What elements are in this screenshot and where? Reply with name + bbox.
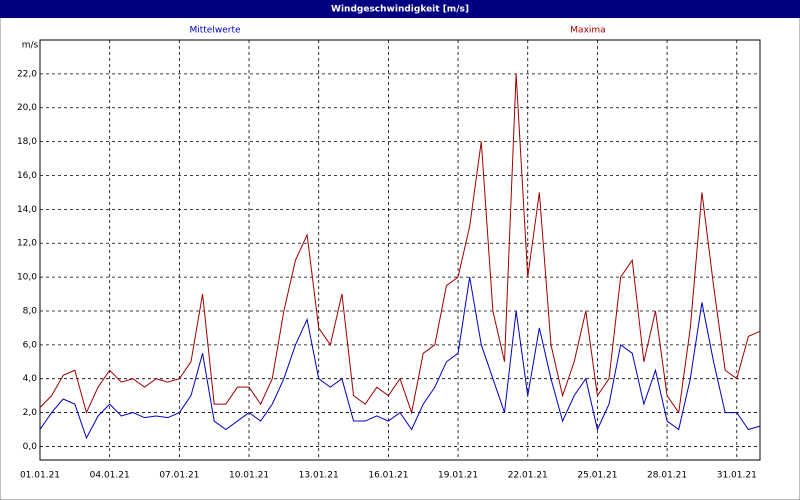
legend-label: Mittelwerte	[189, 26, 240, 36]
x-tick-label: 19.01.21	[438, 471, 478, 481]
y-tick-label: 6,0	[23, 340, 38, 350]
x-tick-label: 10.01.21	[229, 471, 269, 481]
y-tick-label: 14,0	[17, 205, 37, 215]
chart-title: Windgeschwindigkeit [m/s]	[331, 5, 469, 15]
x-tick-label: 04.01.21	[90, 471, 130, 481]
x-tick-label: 22.01.21	[508, 471, 548, 481]
y-tick-label: 18,0	[17, 137, 37, 147]
y-tick-label: 2,0	[23, 408, 38, 418]
x-tick-label: 07.01.21	[159, 471, 199, 481]
y-tick-label: 12,0	[17, 239, 37, 249]
y-tick-label: 4,0	[23, 374, 38, 384]
data-line	[39, 73, 761, 415]
y-tick-label: 10,0	[17, 273, 37, 283]
y-tick-label: 16,0	[17, 171, 37, 181]
y-tick-label: 20,0	[17, 103, 37, 113]
y-tick-label: 8,0	[23, 306, 38, 316]
y-tick-label: 0,0	[23, 442, 38, 452]
legend-label: Maxima	[570, 26, 605, 36]
x-tick-label: 16.01.21	[368, 471, 408, 481]
x-tick-label: 28.01.21	[647, 471, 687, 481]
x-tick-label: 25.01.21	[577, 471, 617, 481]
x-tick-label: 31.01.21	[717, 471, 757, 481]
y-tick-label: 22,0	[17, 69, 37, 79]
y-axis-label: m/s	[22, 41, 39, 51]
plot-area	[39, 39, 761, 461]
x-tick-label: 13.01.21	[299, 471, 339, 481]
data-line	[39, 277, 761, 440]
title-bar	[0, 0, 800, 18]
x-tick-label: 01.01.21	[20, 471, 60, 481]
